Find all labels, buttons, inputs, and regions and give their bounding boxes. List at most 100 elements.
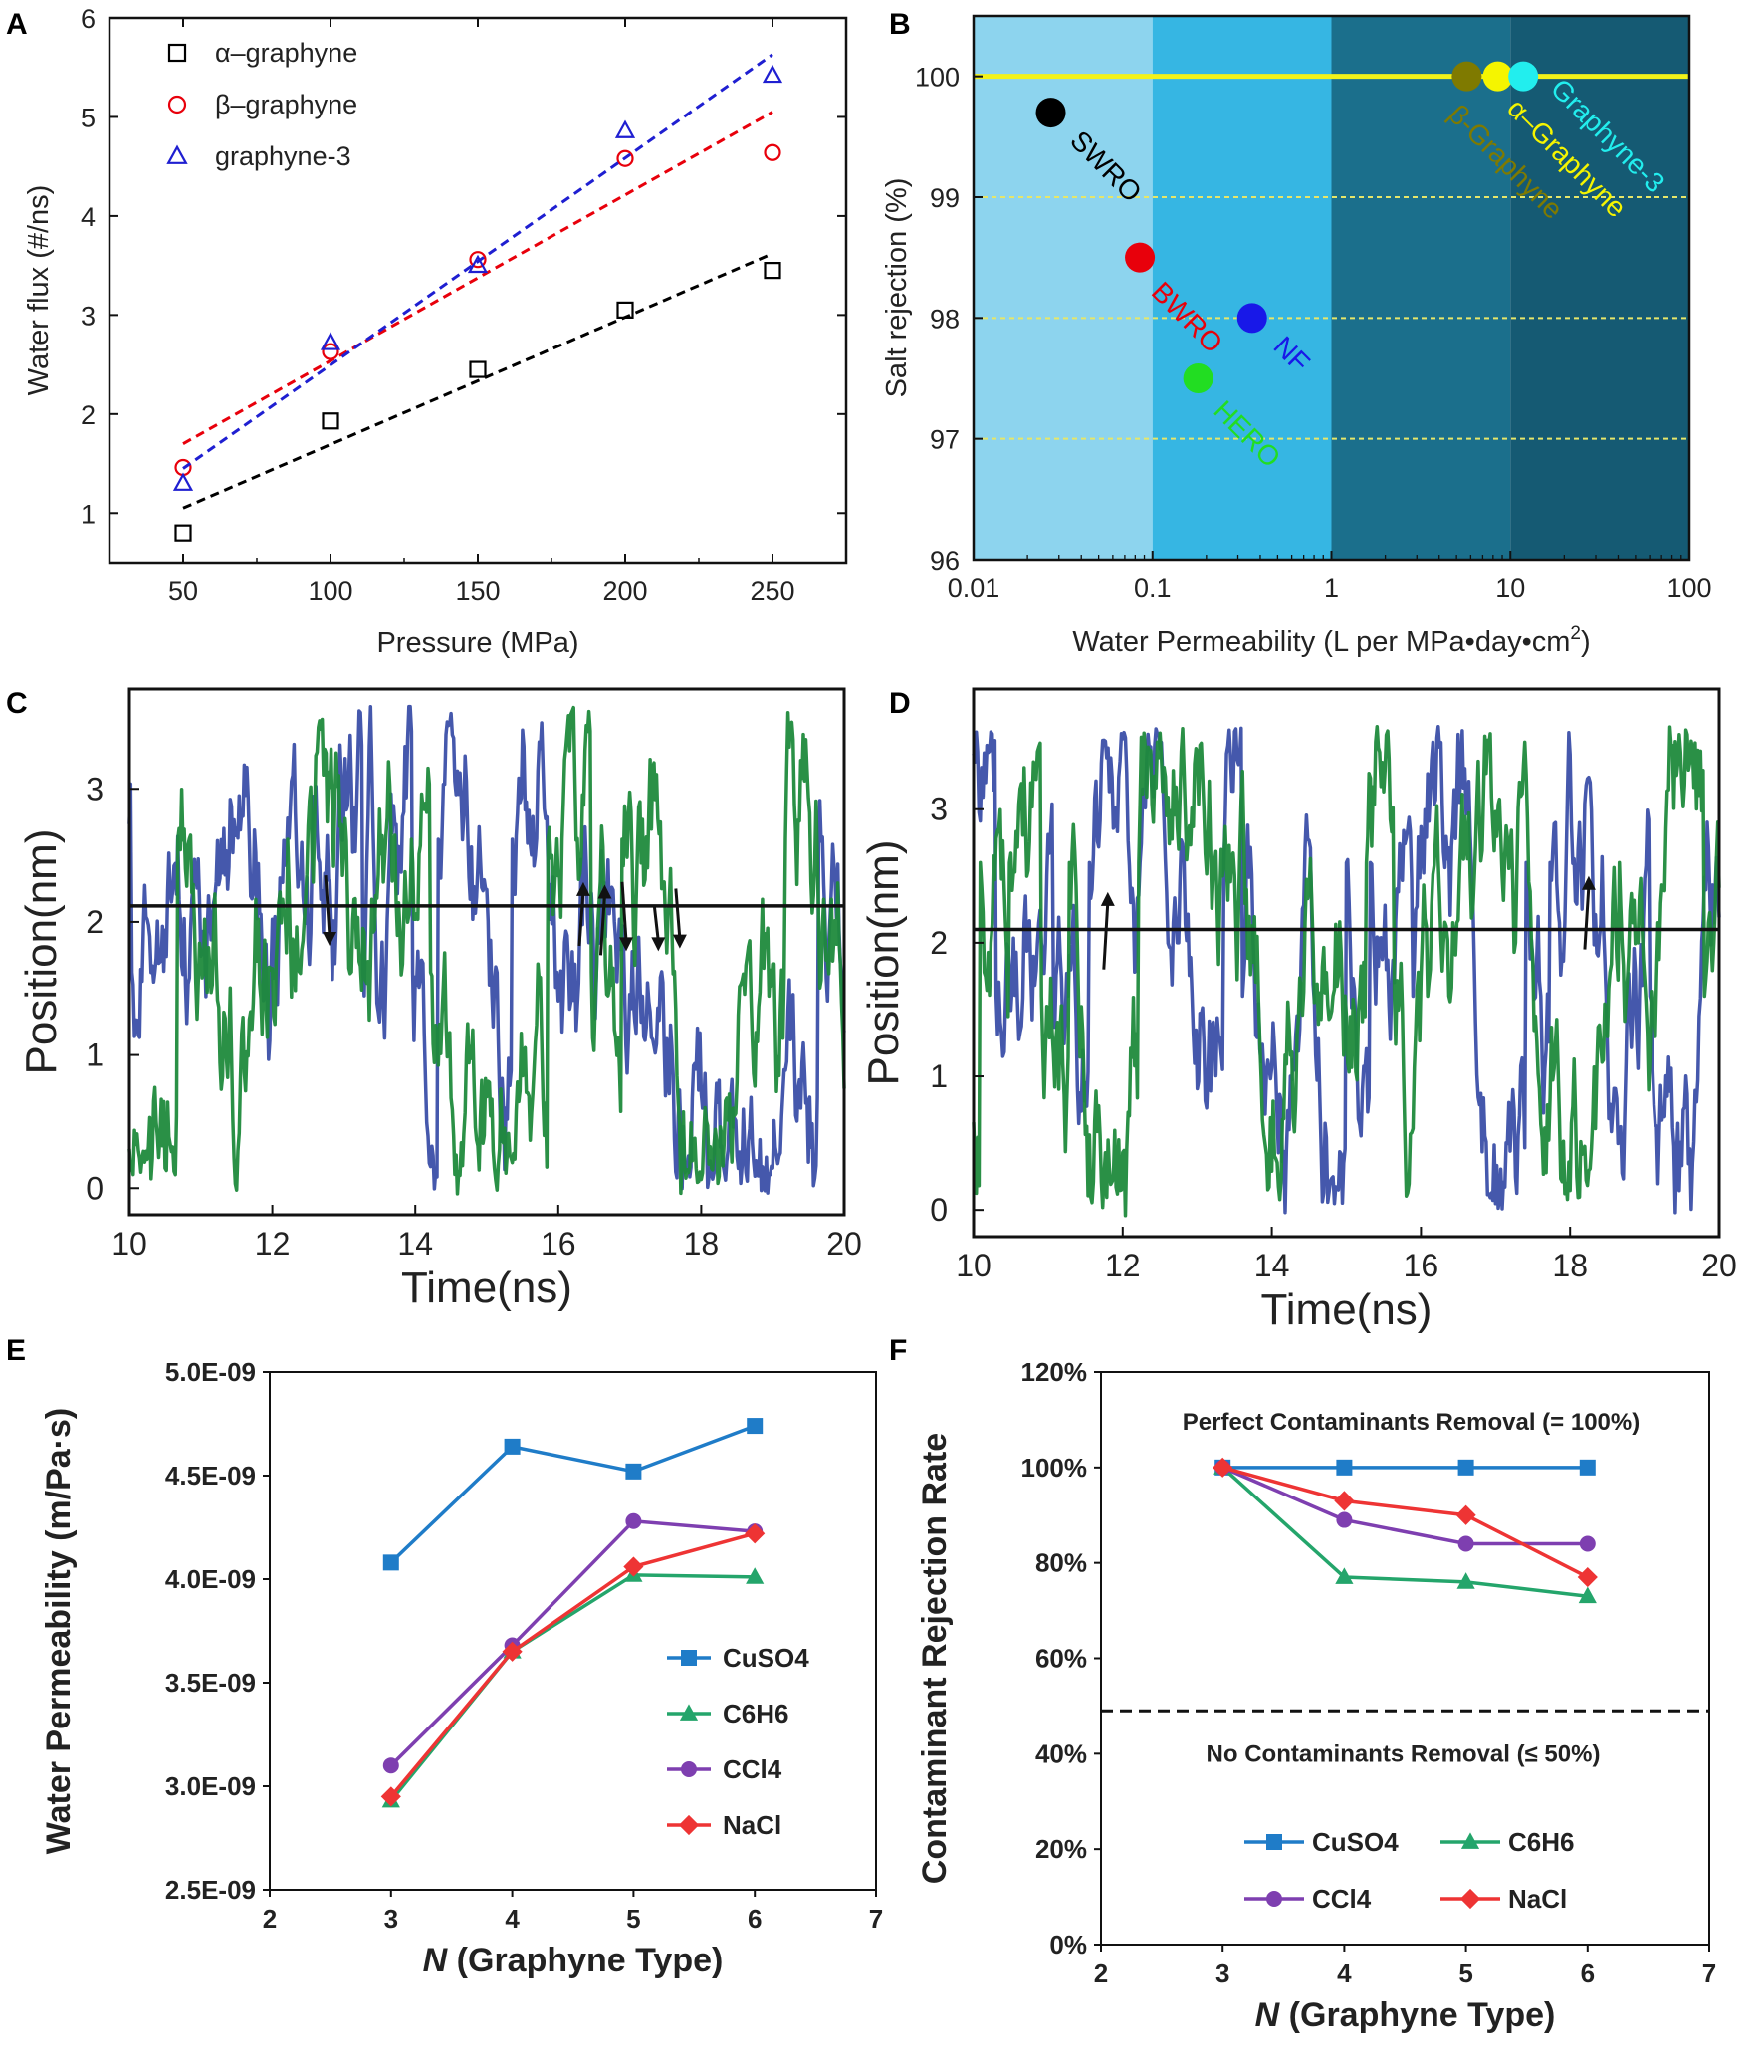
panel-letter-c: C: [6, 687, 28, 720]
legend-label: C6H6: [1508, 1827, 1574, 1857]
crossing-arrow: [652, 905, 660, 942]
crossing-arrow: [674, 888, 682, 939]
x-tick-label: 7: [1702, 1958, 1716, 1988]
crossing-arrowhead: [651, 937, 666, 952]
x-tick-label: 16: [541, 1226, 576, 1262]
x-axis-label-end: ): [1581, 626, 1591, 658]
legend-marker: [681, 1650, 697, 1666]
legend-marker: [678, 1814, 700, 1836]
background-band: [1152, 16, 1332, 560]
y-tick-label: 5: [81, 103, 96, 132]
annotation-top: Perfect Contaminants Removal (= 100%): [1183, 1409, 1640, 1436]
data-point: [1579, 1459, 1596, 1476]
series-line: [1221, 1466, 1589, 1579]
data-point: [1577, 1566, 1598, 1588]
series-line: [1221, 1466, 1589, 1598]
legend-label: NaCl: [723, 1810, 781, 1840]
y-tick-label: 98: [930, 304, 960, 334]
x-tick-label: 6: [1581, 1958, 1595, 1988]
y-axis-label: Water flux (#/ns): [23, 185, 55, 396]
background-band: [974, 16, 1153, 560]
y-tick-label: 1: [86, 1037, 104, 1073]
data-point: [1335, 1567, 1354, 1584]
legend-label: α–graphyne: [215, 38, 357, 68]
x-tick-label: 0.1: [1134, 574, 1172, 603]
legend-marker: [167, 95, 187, 115]
series-line: [389, 1518, 756, 1767]
panel-e: E 2 3 4 5 6 7 2.5E-09 3.0E-09 3.5E-09 4.0E-09 4.5E…: [6, 1334, 883, 1979]
data-point: [623, 1556, 644, 1577]
x-tick-label: 10: [1495, 574, 1525, 603]
x-tick-label: 5: [626, 1904, 640, 1934]
data-point: [174, 524, 192, 542]
trajectory-blue: [972, 724, 1721, 1215]
y-tick-label: 2: [81, 400, 96, 430]
data-point: [1456, 1572, 1475, 1589]
y-tick-label: 100%: [1021, 1453, 1088, 1483]
background-band: [1510, 16, 1689, 560]
x-tick-label: 2: [263, 1904, 277, 1934]
y-tick-label: 2.5E-09: [165, 1875, 256, 1905]
x-axis-label-sup: 2: [1570, 623, 1581, 644]
x-tick-label: 3: [1215, 1958, 1229, 1988]
panel-letter-b: B: [889, 8, 911, 41]
legend-marker: [1460, 1832, 1480, 1849]
data-point: [616, 301, 634, 319]
data-point: [746, 1567, 765, 1584]
crossing-arrowhead: [619, 937, 634, 952]
x-axis-label: Pressure (MPa): [376, 627, 578, 659]
panel-a: A 50 100 150 200 250 1 2 3 4 5 6 Pressure (MPa) Wate…: [6, 4, 848, 659]
trajectory-green: [127, 705, 846, 1196]
x-tick-label: 200: [602, 576, 647, 606]
x-axis-label-n: N: [1255, 1996, 1281, 2034]
crossing-arrow: [1102, 901, 1110, 970]
data-point: [467, 254, 489, 274]
x-tick-label: 3: [384, 1904, 398, 1934]
x-tick-label: 12: [1105, 1248, 1141, 1283]
data-point: [1578, 1586, 1597, 1604]
y-axis-label: Water Permeability (m/Pa·s): [40, 1408, 78, 1854]
y-tick-label: 3: [81, 301, 96, 331]
y-tick-label: 1: [81, 499, 96, 529]
crossing-arrow: [577, 891, 585, 947]
x-tick-label: 4: [505, 1904, 520, 1934]
x-tick-label: 12: [255, 1226, 291, 1262]
x-tick-label: 18: [684, 1226, 720, 1262]
panel-b: B 0.01 0.1 1 10 100 96 97 98 99 100 Water Permeabi…: [881, 8, 1712, 658]
data-point: [172, 472, 194, 491]
trajectory-green: [972, 724, 1721, 1218]
data-point: [320, 332, 341, 350]
annotation-bottom: No Contaminants Removal (≤ 50%): [1207, 1740, 1601, 1767]
x-tick-label: 150: [455, 576, 500, 606]
data-point: [469, 251, 487, 269]
data-point: [1579, 1535, 1596, 1552]
panel-letter-d: D: [889, 687, 911, 720]
y-tick-label: 5.0E-09: [165, 1357, 256, 1387]
data-point: [1334, 1491, 1355, 1511]
plot-frame: [972, 687, 1721, 1239]
x-tick-label: 4: [1337, 1958, 1352, 1988]
y-tick-label: 1: [930, 1058, 948, 1094]
y-tick-label: 2: [930, 925, 948, 961]
crossing-arrow: [324, 875, 331, 937]
x-tick-label: 1: [1324, 574, 1339, 603]
x-tick-label: 16: [1404, 1248, 1439, 1283]
y-axis-label: Salt rejection (%): [881, 178, 913, 398]
y-tick-label: 2: [86, 904, 104, 940]
panel-letter-a: A: [6, 8, 28, 41]
crossing-arrowhead: [575, 881, 590, 896]
y-tick-label: 20%: [1035, 1834, 1087, 1864]
plot-frame: [1100, 1371, 1710, 1946]
y-tick-label: 0%: [1049, 1930, 1087, 1959]
plot-frame: [127, 687, 846, 1217]
x-tick-label: 14: [1254, 1248, 1290, 1283]
y-tick-label: 4.5E-09: [165, 1461, 256, 1491]
y-tick-label: 3.0E-09: [165, 1771, 256, 1801]
y-tick-label: 3.5E-09: [165, 1668, 256, 1698]
x-axis-label: Time(ns): [401, 1264, 572, 1312]
x-tick-label: 20: [826, 1226, 862, 1262]
fit-line: [182, 53, 773, 470]
legend-marker: [167, 43, 187, 63]
